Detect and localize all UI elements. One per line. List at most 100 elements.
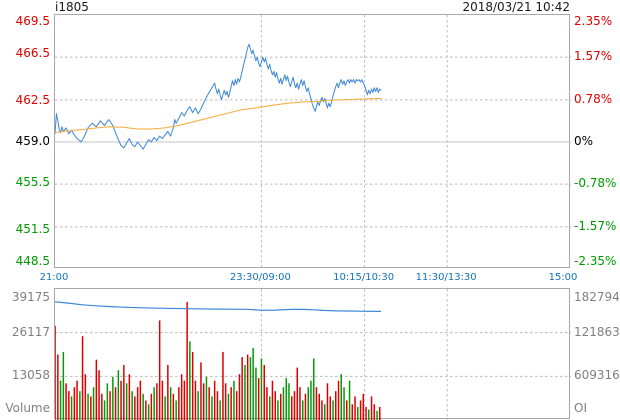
volume-bar <box>288 383 290 420</box>
volume-bar <box>73 387 76 420</box>
volume-bar <box>249 357 252 420</box>
volume-bar <box>79 391 81 420</box>
volume-bar <box>98 370 100 420</box>
volume-axis-title: Volume <box>5 401 50 415</box>
volume-bar <box>260 358 263 420</box>
volume-bar <box>202 383 205 420</box>
volume-bar <box>57 354 59 420</box>
volume-bar <box>282 387 285 420</box>
volume-bar <box>175 400 177 420</box>
time-axis-label: 15:00 <box>548 272 578 283</box>
volume-bar <box>241 357 243 420</box>
contract-symbol: i1805 <box>55 0 89 14</box>
volume-bar <box>81 336 84 420</box>
volume-bar <box>95 359 98 420</box>
volume-bar <box>55 325 56 420</box>
volume-bar <box>337 380 340 420</box>
volume-bar <box>120 380 122 420</box>
volume-bar <box>147 404 150 420</box>
volume-bar <box>139 380 142 420</box>
volume-bar <box>194 380 197 420</box>
volume-bar <box>299 387 301 420</box>
volume-bar <box>238 374 241 420</box>
volume-bar <box>329 396 331 420</box>
volume-bar <box>216 391 219 420</box>
volume-bar <box>183 380 186 420</box>
price-axis-label: 451.5 <box>15 222 50 237</box>
volume-bar <box>359 400 362 420</box>
volume-bar <box>180 374 183 420</box>
volume-bar <box>106 383 109 420</box>
volume-bar <box>277 400 279 420</box>
price-axis-label: 469.5 <box>15 14 50 28</box>
percent-axis-label: 0.78% <box>574 91 613 106</box>
volume-bar <box>296 367 298 420</box>
volume-bar <box>222 351 224 420</box>
volume-bar <box>150 393 153 420</box>
price-axis-label: 459.0 <box>15 134 50 148</box>
volume-bar <box>255 367 257 420</box>
volume-bar <box>291 396 293 420</box>
percent-axis-label: -0.78% <box>574 176 617 191</box>
volume-bar <box>211 396 213 420</box>
volume-bar <box>112 376 114 420</box>
volume-bar <box>266 387 268 420</box>
volume-bar <box>161 380 164 420</box>
volume-bar <box>315 387 318 420</box>
volume-bar <box>142 393 144 420</box>
time-axis-label: 21:00 <box>39 272 69 283</box>
volume-bar <box>346 400 348 420</box>
volume-axis-label: 13058 <box>11 368 50 383</box>
volume-bar <box>68 391 70 420</box>
volume-bar <box>205 376 208 420</box>
volume-bar <box>128 374 131 420</box>
price-plot-area[interactable] <box>54 14 571 269</box>
volume-bar <box>233 380 235 420</box>
volume-bar <box>59 380 62 420</box>
volume-bar <box>164 396 166 420</box>
volume-bar <box>189 341 191 420</box>
volume-bar <box>379 406 381 420</box>
percent-axis-label: 0% <box>574 134 594 148</box>
volume-plot-area[interactable] <box>54 288 571 420</box>
oi-axis-label: 1218631 <box>574 324 620 339</box>
volume-bar <box>368 409 370 420</box>
volume-bar <box>269 396 271 420</box>
volume-bar <box>70 396 73 420</box>
volume-bar <box>125 383 128 420</box>
volume-bar <box>244 365 246 420</box>
volume-bar <box>191 351 194 420</box>
volume-bar <box>351 404 353 420</box>
volume-bar <box>280 393 282 420</box>
volume-bar <box>87 393 89 420</box>
volume-bar <box>302 400 304 420</box>
volume-bar <box>123 365 125 420</box>
percent-axis-label: -1.57% <box>574 218 617 233</box>
volume-bar <box>134 396 136 420</box>
volume-bar <box>131 391 133 420</box>
volume-bar <box>76 380 78 420</box>
oi-axis-label: 609316 <box>574 368 620 383</box>
volume-axis-label: 26117 <box>11 324 50 339</box>
volume-bar <box>362 393 364 420</box>
volume-bar <box>92 387 95 420</box>
percent-axis-label: -2.35% <box>574 254 617 268</box>
volume-bar <box>84 374 87 420</box>
time-axis-label: 11:30/13:30 <box>415 272 477 283</box>
volume-bar <box>235 391 238 420</box>
volume-chart-canvas[interactable] <box>55 289 571 420</box>
volume-bar <box>263 365 265 420</box>
time-axis-label: 23:30/09:00 <box>229 272 291 283</box>
volume-bar <box>145 400 147 420</box>
volume-bar <box>224 383 227 420</box>
volume-bar <box>335 391 337 420</box>
volume-bar <box>271 380 274 420</box>
volume-bar <box>117 370 120 420</box>
volume-bar <box>376 410 378 420</box>
volume-bar <box>340 374 342 420</box>
volume-bar <box>178 387 180 420</box>
volume-bar <box>257 378 260 420</box>
price-chart-canvas[interactable] <box>55 15 571 269</box>
volume-bar <box>343 387 345 420</box>
